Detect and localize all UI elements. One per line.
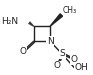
Polygon shape: [50, 14, 62, 26]
Text: H₂N: H₂N: [1, 16, 19, 26]
Text: N: N: [47, 37, 53, 46]
Text: S: S: [59, 50, 65, 58]
Text: CH₃: CH₃: [63, 6, 77, 15]
Text: O: O: [53, 61, 60, 70]
Text: OH: OH: [75, 63, 89, 72]
Text: O: O: [71, 56, 78, 64]
Text: O: O: [20, 46, 27, 56]
